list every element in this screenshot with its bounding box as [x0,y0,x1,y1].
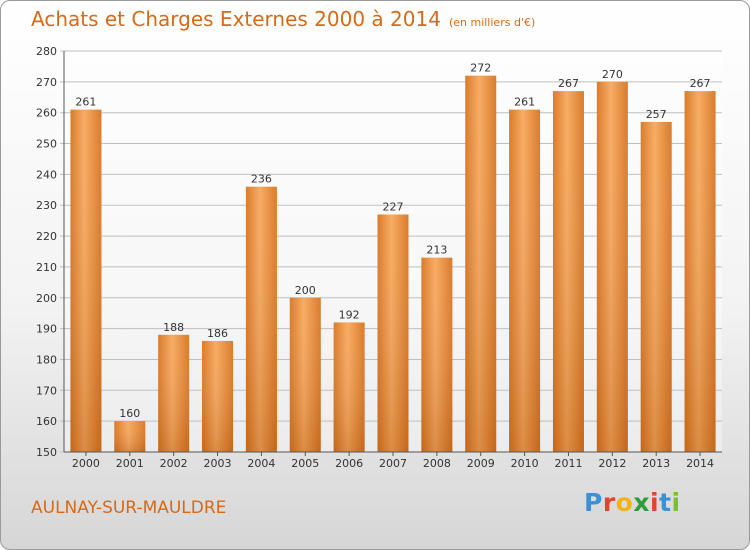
x-tick-label: 2013 [642,457,670,470]
bar-shade [114,421,146,452]
bar-shade [465,75,497,452]
x-tick-label: 2007 [379,457,407,470]
y-tick-label: 180 [36,353,57,366]
bar-shade [509,109,541,452]
bar-shade [552,91,584,452]
x-tick-label: 2003 [204,457,232,470]
x-tick-label: 2006 [335,457,363,470]
data-label: 257 [646,108,667,121]
logo-letter: r [602,488,616,517]
logo-letter: P [584,488,603,517]
x-tick-label: 2011 [554,457,582,470]
y-tick-label: 150 [36,446,57,459]
bar-shade [333,322,365,452]
y-tick-label: 190 [36,323,57,336]
bar-shade [596,81,628,452]
data-label: 200 [295,284,316,297]
y-tick-label: 200 [36,292,57,305]
data-label: 261 [75,96,96,109]
bar-shade [202,340,234,452]
y-tick-label: 170 [36,384,57,397]
chart-title-text: Achats et Charges Externes 2000 à 2014 [31,7,441,31]
chart-title: Achats et Charges Externes 2000 à 2014 (e… [31,7,535,31]
data-label: 267 [558,77,579,90]
bar-shade [289,297,321,452]
bar-shade [421,257,453,452]
x-tick-label: 2004 [247,457,275,470]
data-label: 227 [383,200,404,213]
x-tick-label: 2010 [511,457,539,470]
bars: 261 160 188 186 236 200 192 227 213 272 261 267 270 2… [70,62,716,452]
x-tick-label: 2001 [116,457,144,470]
x-tick-label: 2008 [423,457,451,470]
logo-letter: t [659,488,672,517]
data-label: 192 [339,308,360,321]
y-tick-label: 280 [36,45,57,58]
bar-shade [684,91,716,452]
data-label: 188 [163,321,184,334]
y-tick-label: 240 [36,168,57,181]
data-label: 270 [602,68,623,81]
x-tick-label: 2012 [598,457,626,470]
logo-letter: x [633,488,650,517]
data-label: 261 [514,96,535,109]
y-tick-label: 270 [36,76,57,89]
proxiti-logo: Proxiti [584,488,681,517]
x-tick-label: 2009 [467,457,495,470]
axes: 1501601701801902002102202302402502602702… [36,45,722,470]
logo-letter: i [671,488,681,517]
x-tick-label: 2005 [291,457,319,470]
city-name: AULNAY-SUR-MAULDRE [31,498,227,518]
y-tick-label: 250 [36,138,57,151]
y-tick-label: 230 [36,199,57,212]
data-label: 213 [426,244,447,257]
y-tick-label: 210 [36,261,57,274]
bar-shade [640,121,672,452]
bar-shade [158,334,190,452]
x-tick-label: 2000 [72,457,100,470]
data-label: 186 [207,327,228,340]
x-tick-label: 2014 [686,457,714,470]
y-tick-label: 260 [36,107,57,120]
y-tick-label: 220 [36,230,57,243]
data-label: 236 [251,173,272,186]
logo-letter: o [615,488,634,517]
x-tick-label: 2002 [160,457,188,470]
chart-unit: (en milliers d'€) [448,16,536,29]
bar-shade [377,214,409,452]
bar-shade [245,186,277,452]
data-label: 272 [470,62,491,75]
bar-shade [70,109,102,452]
data-label: 160 [119,407,140,420]
logo-letter: i [650,488,660,517]
y-tick-label: 160 [36,415,57,428]
data-label: 267 [690,77,711,90]
